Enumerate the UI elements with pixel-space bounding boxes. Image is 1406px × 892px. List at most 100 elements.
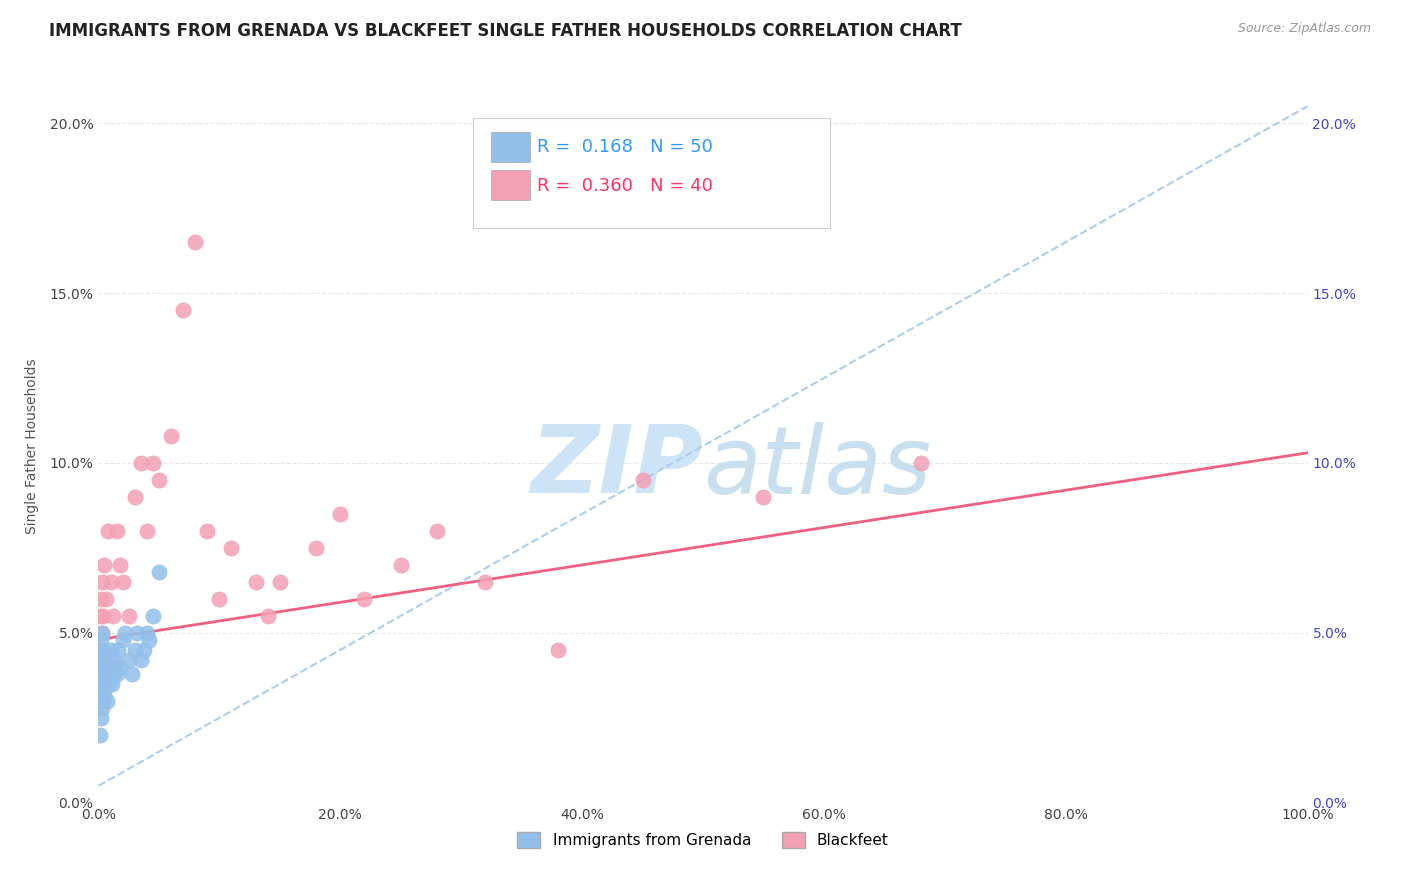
Point — [105, 524, 128, 538]
Point — [91, 626, 114, 640]
Point — [91, 687, 114, 701]
Point — [91, 626, 114, 640]
Point — [426, 524, 449, 538]
Point — [104, 660, 127, 674]
Point — [474, 574, 496, 589]
Text: IMMIGRANTS FROM GRENADA VS BLACKFEET SINGLE FATHER HOUSEHOLDS CORRELATION CHART: IMMIGRANTS FROM GRENADA VS BLACKFEET SIN… — [49, 22, 962, 40]
Point — [91, 700, 114, 714]
Point — [89, 677, 111, 691]
Point — [96, 660, 118, 674]
Point — [101, 666, 124, 681]
Point — [94, 591, 117, 606]
Point — [305, 541, 328, 555]
Point — [118, 608, 141, 623]
Point — [184, 235, 207, 249]
Text: R =  0.168   N = 50: R = 0.168 N = 50 — [537, 138, 713, 156]
Point — [108, 558, 131, 572]
Point — [111, 574, 134, 589]
Legend: Immigrants from Grenada, Blackfeet: Immigrants from Grenada, Blackfeet — [510, 824, 896, 855]
Point — [269, 574, 291, 589]
Point — [160, 429, 183, 443]
Text: atlas: atlas — [703, 422, 931, 513]
Point — [256, 608, 278, 623]
Point — [221, 541, 243, 555]
Point — [89, 694, 111, 708]
Point — [172, 303, 194, 318]
Point — [91, 574, 114, 589]
Point — [142, 608, 165, 623]
Point — [389, 558, 412, 572]
Point — [100, 677, 122, 691]
Point — [91, 694, 114, 708]
Text: R =  0.360   N = 40: R = 0.360 N = 40 — [537, 177, 713, 194]
Text: Source: ZipAtlas.com: Source: ZipAtlas.com — [1237, 22, 1371, 36]
Point — [89, 608, 111, 623]
FancyBboxPatch shape — [492, 169, 530, 200]
Point — [91, 666, 114, 681]
Point — [107, 643, 129, 657]
Point — [91, 677, 114, 691]
Point — [97, 666, 120, 681]
Point — [100, 574, 122, 589]
Point — [138, 632, 160, 647]
Point — [89, 728, 111, 742]
Point — [142, 456, 165, 470]
Point — [148, 565, 170, 579]
Point — [90, 711, 112, 725]
Point — [91, 643, 114, 657]
Point — [90, 660, 112, 674]
Point — [89, 666, 111, 681]
Point — [111, 632, 134, 647]
FancyBboxPatch shape — [492, 132, 530, 162]
Point — [208, 591, 231, 606]
Point — [127, 626, 149, 640]
Point — [101, 608, 124, 623]
Point — [118, 653, 141, 667]
Point — [124, 643, 146, 657]
Point — [245, 574, 267, 589]
Point — [96, 694, 118, 708]
Point — [135, 626, 157, 640]
Point — [89, 643, 111, 657]
Point — [103, 653, 125, 667]
Point — [134, 643, 156, 657]
Point — [547, 643, 569, 657]
Point — [90, 591, 112, 606]
Point — [90, 653, 112, 667]
Point — [93, 646, 115, 660]
Point — [93, 666, 115, 681]
Point — [93, 558, 115, 572]
Point — [91, 653, 114, 667]
Point — [98, 677, 121, 691]
Point — [97, 524, 120, 538]
Point — [94, 653, 117, 667]
Point — [129, 456, 152, 470]
Point — [129, 653, 152, 667]
Point — [108, 660, 131, 674]
Point — [752, 490, 775, 504]
Point — [90, 660, 112, 674]
Point — [135, 524, 157, 538]
Point — [93, 687, 115, 701]
Point — [91, 608, 114, 623]
Point — [94, 677, 117, 691]
Point — [91, 660, 114, 674]
Point — [114, 626, 136, 640]
Point — [121, 666, 143, 681]
Point — [100, 643, 122, 657]
Point — [910, 456, 932, 470]
Point — [631, 473, 654, 487]
Point — [353, 591, 375, 606]
Point — [329, 507, 352, 521]
Point — [124, 490, 146, 504]
Point — [90, 677, 112, 691]
Point — [90, 632, 112, 647]
Point — [105, 666, 128, 681]
Point — [148, 473, 170, 487]
Point — [100, 660, 122, 674]
Y-axis label: Single Father Households: Single Father Households — [24, 359, 38, 533]
Point — [90, 694, 112, 708]
Point — [195, 524, 218, 538]
Text: ZIP: ZIP — [530, 421, 703, 514]
FancyBboxPatch shape — [474, 118, 830, 228]
